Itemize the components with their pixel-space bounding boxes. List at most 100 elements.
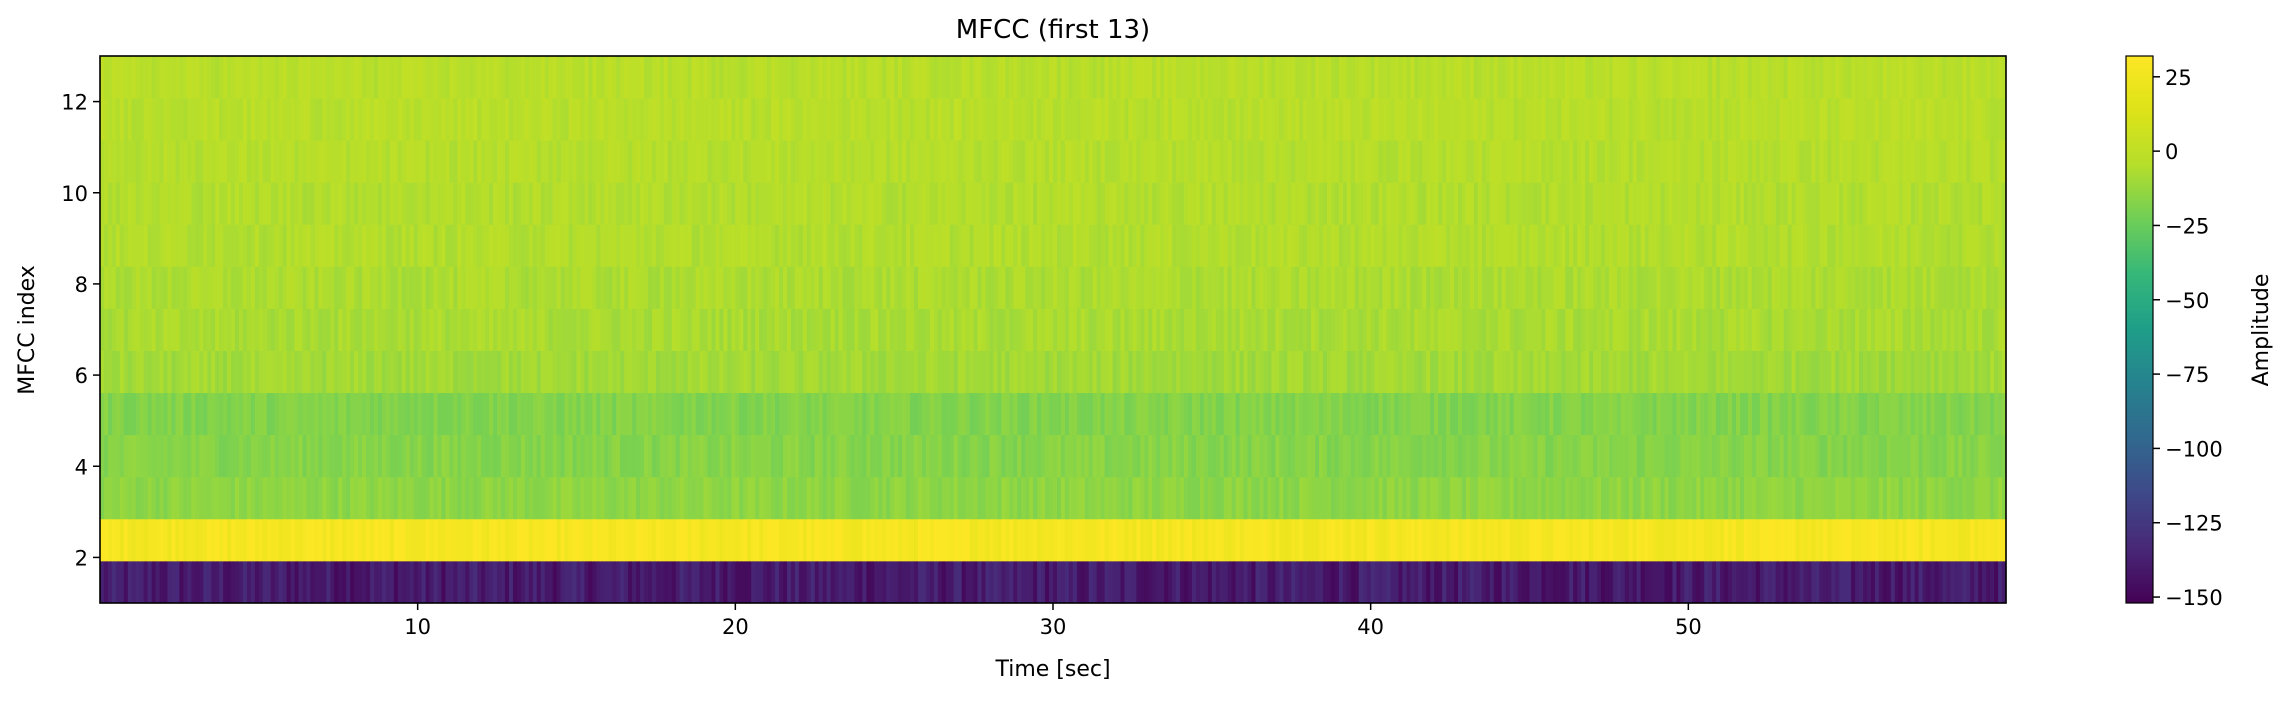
- heatmap-cell: [1529, 434, 1535, 478]
- heatmap-cell: [1557, 350, 1562, 394]
- heatmap-cell: [906, 434, 911, 478]
- heatmap-cell: [366, 518, 371, 562]
- heatmap-cell: [1974, 224, 1979, 267]
- heatmap-cell: [1807, 182, 1813, 225]
- heatmap-cell: [1775, 308, 1781, 351]
- heatmap-cell: [1525, 476, 1531, 520]
- heatmap-cell: [612, 476, 617, 520]
- heatmap-cell: [1473, 560, 1479, 604]
- heatmap-cell: [1259, 308, 1265, 351]
- heatmap-cell: [759, 560, 764, 604]
- heatmap-cell: [1930, 560, 1936, 604]
- heatmap-cell: [330, 350, 335, 394]
- heatmap-cell: [862, 308, 867, 351]
- heatmap-cell: [1279, 434, 1284, 478]
- heatmap-cell: [405, 434, 411, 478]
- heatmap-cell: [890, 476, 895, 520]
- heatmap-cell: [1743, 518, 1749, 562]
- heatmap-cell: [1120, 434, 1126, 478]
- heatmap-cell: [425, 266, 431, 309]
- heatmap-cell: [175, 350, 181, 394]
- heatmap-cell: [743, 182, 748, 225]
- heatmap-cell: [993, 308, 999, 351]
- heatmap-cell: [1013, 434, 1018, 478]
- heatmap-cell: [1116, 518, 1122, 562]
- heatmap-cell: [509, 518, 514, 562]
- heatmap-cell: [965, 350, 971, 394]
- heatmap-cell: [1573, 434, 1578, 478]
- heatmap-cell: [1358, 308, 1364, 351]
- heatmap-cell: [1890, 266, 1896, 309]
- heatmap-cell: [318, 308, 323, 351]
- heatmap-cell: [1354, 434, 1360, 478]
- heatmap-cell: [1664, 308, 1670, 351]
- heatmap-cell: [163, 182, 169, 225]
- heatmap-cell: [469, 434, 474, 478]
- heatmap-cell: [775, 392, 780, 436]
- heatmap-cell: [1954, 224, 1959, 267]
- heatmap-cell: [242, 224, 248, 267]
- heatmap-cell: [505, 224, 510, 267]
- heatmap-cell: [1569, 350, 1574, 394]
- heatmap-cell: [1382, 392, 1388, 436]
- heatmap-cell: [1386, 476, 1392, 520]
- heatmap-cell: [1358, 266, 1364, 309]
- heatmap-cell: [755, 224, 760, 267]
- heatmap-cell: [977, 392, 983, 436]
- heatmap-cell: [810, 182, 816, 225]
- heatmap-cell: [350, 560, 355, 604]
- heatmap-cell: [322, 308, 327, 351]
- heatmap-cell: [119, 266, 125, 309]
- heatmap-cell: [536, 518, 542, 562]
- heatmap-cell: [1191, 476, 1197, 520]
- heatmap-cell: [370, 266, 375, 309]
- heatmap-cell: [1342, 392, 1348, 436]
- heatmap-cell: [751, 140, 756, 183]
- heatmap-cell: [564, 350, 570, 394]
- heatmap-cell: [830, 350, 836, 394]
- heatmap-cell: [917, 224, 923, 267]
- heatmap-cell: [675, 476, 681, 520]
- heatmap-cell: [782, 476, 788, 520]
- heatmap-cell: [1088, 266, 1094, 309]
- heatmap-cell: [1966, 476, 1971, 520]
- heatmap-cell: [290, 140, 296, 183]
- heatmap-cell: [1922, 518, 1928, 562]
- heatmap-cell: [1108, 518, 1114, 562]
- heatmap-cell: [151, 560, 157, 604]
- heatmap-cell: [155, 560, 161, 604]
- heatmap-cell: [512, 140, 518, 183]
- heatmap-cell: [246, 518, 252, 562]
- heatmap-cell: [1732, 560, 1737, 604]
- heatmap-cell: [711, 224, 717, 267]
- heatmap-cell: [1013, 182, 1018, 225]
- heatmap-cell: [798, 182, 804, 225]
- heatmap-cell: [1442, 182, 1447, 225]
- heatmap-cell: [413, 560, 419, 604]
- heatmap-cell: [1005, 476, 1010, 520]
- heatmap-cell: [489, 140, 494, 183]
- heatmap-cell: [552, 350, 558, 394]
- heatmap-cell: [822, 392, 828, 436]
- heatmap-cell: [862, 560, 867, 604]
- heatmap-cell: [453, 392, 458, 436]
- heatmap-cell: [1688, 266, 1693, 309]
- heatmap-cell: [1851, 560, 1856, 604]
- heatmap-cell: [373, 266, 379, 309]
- heatmap-cell: [469, 392, 474, 436]
- heatmap-cell: [941, 476, 947, 520]
- heatmap-cell: [393, 266, 399, 309]
- heatmap-cell: [902, 308, 907, 351]
- heatmap-cell: [282, 476, 288, 520]
- heatmap-cell: [429, 434, 435, 478]
- heatmap-cell: [1851, 476, 1856, 520]
- heatmap-cell: [171, 476, 177, 520]
- heatmap-cell: [433, 182, 439, 225]
- heatmap-cell: [342, 392, 347, 436]
- heatmap-cell: [1870, 224, 1876, 267]
- heatmap-cell: [1966, 308, 1971, 351]
- heatmap-cell: [985, 308, 991, 351]
- heatmap-cell: [1743, 308, 1749, 351]
- heatmap-cell: [405, 560, 411, 604]
- heatmap-cell: [318, 182, 323, 225]
